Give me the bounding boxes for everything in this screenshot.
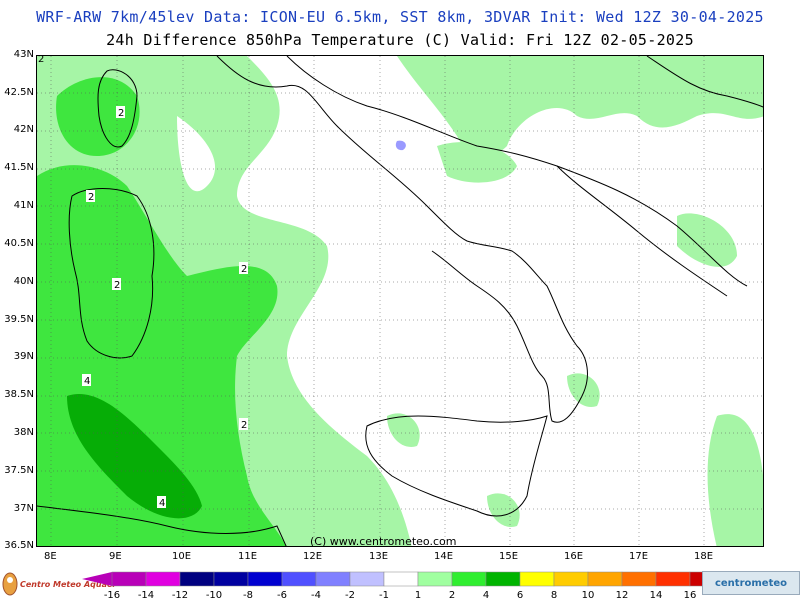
lon-label: 11E bbox=[238, 551, 258, 562]
legend-label: -14 bbox=[137, 590, 155, 601]
lat-label: 43N bbox=[13, 49, 34, 60]
legend-arrow-left bbox=[82, 572, 112, 586]
legend-label: 4 bbox=[482, 590, 490, 601]
legend-swatch bbox=[383, 571, 419, 587]
contour-label: 2 bbox=[241, 420, 247, 431]
lat-label: 39N bbox=[13, 351, 34, 362]
legend-swatch bbox=[553, 571, 589, 587]
centro-meteo-aquaer-logo: Centro Meteo Aquaer bbox=[2, 571, 116, 597]
lat-label: 41.5N bbox=[4, 162, 34, 173]
lat-label: 38.5N bbox=[4, 389, 34, 400]
lon-label: 16E bbox=[564, 551, 584, 562]
color-legend bbox=[82, 571, 754, 587]
contour-labels: 2 2 2 2 2 4 4 2 bbox=[38, 56, 248, 509]
legend-label: 2 bbox=[448, 590, 456, 601]
light-green-patch-sicily bbox=[387, 413, 420, 447]
white-area-tyrrhenian bbox=[177, 116, 216, 192]
blue-patch bbox=[395, 140, 406, 151]
light-green-area-south-east bbox=[677, 213, 737, 267]
light-green-patch-calabria bbox=[567, 373, 600, 407]
logo-left-text: Centro Meteo Aquaer bbox=[20, 579, 117, 589]
light-green-patch-sicily-east bbox=[487, 493, 520, 527]
lat-label: 37.5N bbox=[4, 465, 34, 476]
logo-figure-icon bbox=[2, 572, 18, 596]
mid-green-area-north bbox=[56, 77, 140, 156]
lat-label: 39.5N bbox=[4, 314, 34, 325]
centrometeo-logo: centrometeo bbox=[702, 571, 800, 595]
lon-label: 9E bbox=[109, 551, 122, 562]
lat-label: 37N bbox=[13, 503, 34, 514]
legend-label: -6 bbox=[277, 590, 287, 601]
legend-label: -16 bbox=[103, 590, 121, 601]
temperature-difference-map: 2 2 2 2 2 4 4 2 bbox=[37, 56, 763, 546]
legend-label: 12 bbox=[615, 590, 629, 601]
legend-label: -8 bbox=[243, 590, 253, 601]
legend-label: 10 bbox=[581, 590, 595, 601]
light-green-area-east bbox=[397, 56, 763, 157]
contour-label: 2 bbox=[88, 192, 94, 203]
lon-label: 14E bbox=[434, 551, 454, 562]
light-green-patch-italy bbox=[437, 142, 517, 183]
lon-label: 8E bbox=[44, 551, 57, 562]
map-title-field: 24h Difference 850hPa Temperature (C) Va… bbox=[106, 31, 694, 49]
legend-swatch bbox=[349, 571, 385, 587]
lon-label: 10E bbox=[172, 551, 192, 562]
lat-label: 42N bbox=[13, 124, 34, 135]
legend-swatch bbox=[281, 571, 317, 587]
contour-label: 2 bbox=[118, 108, 124, 119]
contour-label: 2 bbox=[38, 56, 44, 65]
legend-swatch bbox=[417, 571, 453, 587]
lon-label: 13E bbox=[369, 551, 389, 562]
contour-label: 2 bbox=[114, 280, 120, 291]
legend-label: -10 bbox=[205, 590, 223, 601]
map-area: 2 2 2 2 2 4 4 2 bbox=[36, 55, 764, 547]
lon-label: 18E bbox=[694, 551, 714, 562]
legend-swatch bbox=[247, 571, 283, 587]
coastlines bbox=[37, 56, 763, 546]
logo-right-text: centrometeo bbox=[714, 577, 788, 589]
dark-green-area bbox=[67, 394, 202, 519]
legend-swatch bbox=[451, 571, 487, 587]
legend-swatch bbox=[587, 571, 623, 587]
lon-label: 15E bbox=[499, 551, 519, 562]
legend-swatch bbox=[621, 571, 657, 587]
legend-swatch bbox=[111, 571, 147, 587]
legend-swatch bbox=[485, 571, 521, 587]
contour-label: 4 bbox=[159, 498, 165, 509]
lat-label: 40.5N bbox=[4, 238, 34, 249]
graticule bbox=[37, 56, 763, 546]
legend-label: 6 bbox=[516, 590, 524, 601]
legend-swatch bbox=[145, 571, 181, 587]
legend-label: -1 bbox=[379, 590, 389, 601]
legend-label: 16 bbox=[683, 590, 697, 601]
legend-swatch bbox=[519, 571, 555, 587]
light-green-area-east-bottom bbox=[707, 414, 763, 546]
map-title-model: WRF-ARW 7km/45lev Data: ICON-EU 6.5km, S… bbox=[36, 8, 764, 26]
lat-label: 41N bbox=[13, 200, 34, 211]
legend-label: -4 bbox=[311, 590, 321, 601]
lat-label: 36.5N bbox=[4, 540, 34, 551]
legend-swatch bbox=[213, 571, 249, 587]
legend-label: -2 bbox=[345, 590, 355, 601]
legend-label: 8 bbox=[550, 590, 558, 601]
contour-label: 2 bbox=[241, 264, 247, 275]
lat-label: 38N bbox=[13, 427, 34, 438]
legend-swatch bbox=[315, 571, 351, 587]
legend-label: -12 bbox=[171, 590, 189, 601]
legend-swatch bbox=[179, 571, 215, 587]
contour-label: 4 bbox=[84, 376, 90, 387]
lon-label: 17E bbox=[629, 551, 649, 562]
legend-label: 1 bbox=[414, 590, 422, 601]
lon-label: 12E bbox=[303, 551, 323, 562]
legend-label: 14 bbox=[649, 590, 663, 601]
copyright-text: (C) www.centrometeo.com bbox=[310, 535, 457, 548]
legend-swatch bbox=[655, 571, 691, 587]
lat-label: 42.5N bbox=[4, 87, 34, 98]
lat-label: 40N bbox=[13, 276, 34, 287]
